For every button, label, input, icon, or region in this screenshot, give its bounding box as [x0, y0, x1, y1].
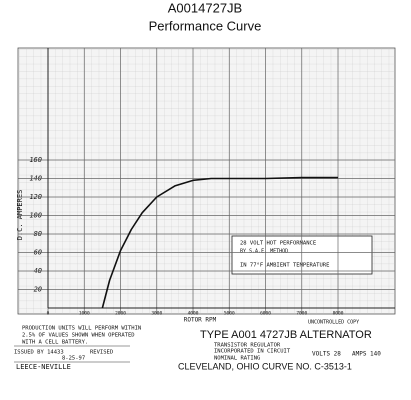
location: CLEVELAND, OHIO CURVE NO. C-3513-1 [178, 361, 352, 371]
footer-note: 2.5% OF VALUES SHOWN WHEN OPERATED [22, 333, 135, 339]
annotation: 28 VOLT HOT PERFORMANCE [240, 241, 316, 247]
x-axis-label: ROTOR RPM [184, 317, 217, 324]
type-line: TYPE A001 4727JB ALTERNATOR [200, 329, 372, 341]
footer-note: PRODUCTION UNITS WILL PERFORM WITHIN [22, 326, 141, 332]
incorporated: INCORPORATED IN CIRCUIT [214, 349, 291, 355]
performance-curve [101, 176, 338, 309]
revised: REVISED [90, 350, 113, 356]
volts: VOLTS 28 [312, 351, 341, 358]
company: LEECE-NEVILLE [16, 363, 71, 371]
regulator: TRANSISTOR REGULATOR [214, 343, 281, 349]
chart-title: A0014727JB [168, 0, 242, 15]
annotation: IN 77°F AMBIENT TEMPERATURE [240, 263, 329, 269]
issued: ISSUED BY 14433 [14, 350, 64, 356]
annotation: BY S.A.E. METHOD [240, 249, 288, 255]
date: 8-25-97 [62, 356, 85, 362]
copy-stamp: UNCONTROLLED COPY [308, 320, 359, 326]
y-axis-label: D.C. AMPERES [16, 190, 24, 241]
amps: AMPS 140 [352, 351, 381, 358]
footer-note: WITH A CELL BATTERY. [22, 340, 88, 346]
rating: NOMINAL RATING [214, 356, 260, 362]
chart-subtitle: Performance Curve [149, 18, 262, 33]
